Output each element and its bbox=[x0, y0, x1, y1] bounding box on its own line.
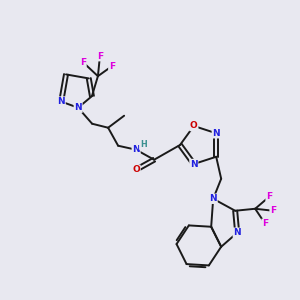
Text: F: F bbox=[270, 206, 276, 215]
Text: N: N bbox=[190, 160, 198, 169]
Text: N: N bbox=[74, 103, 82, 112]
Text: H: H bbox=[140, 140, 146, 149]
Text: N: N bbox=[132, 145, 140, 154]
Text: F: F bbox=[262, 219, 268, 228]
Text: O: O bbox=[190, 122, 198, 130]
Text: O: O bbox=[132, 165, 140, 174]
Text: F: F bbox=[266, 192, 272, 201]
Text: F: F bbox=[80, 58, 86, 67]
Text: N: N bbox=[212, 129, 220, 138]
Text: N: N bbox=[57, 97, 65, 106]
Text: N: N bbox=[209, 194, 217, 203]
Text: F: F bbox=[109, 62, 115, 71]
Text: N: N bbox=[233, 228, 241, 237]
Text: F: F bbox=[97, 52, 103, 61]
